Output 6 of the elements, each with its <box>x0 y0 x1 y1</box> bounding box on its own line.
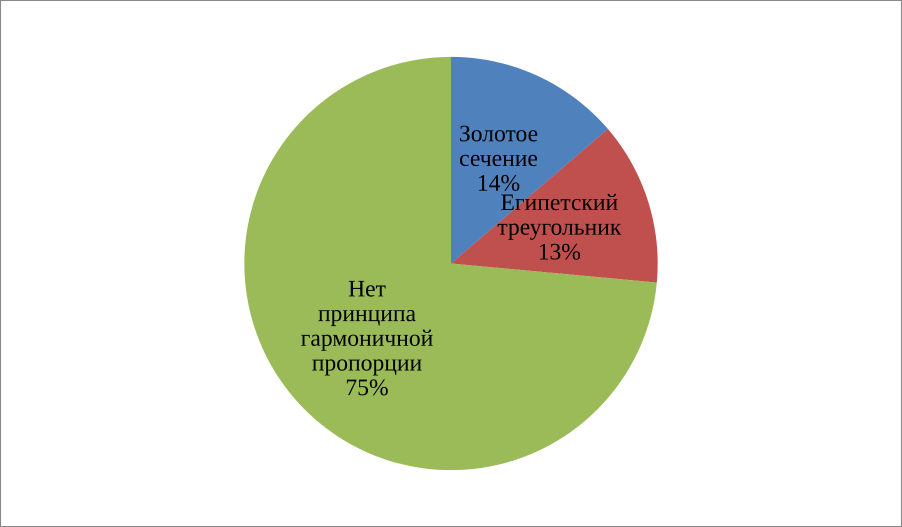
data-label: 13% <box>540 244 580 260</box>
slice-label: Золотое сечение <box>460 126 538 166</box>
slice-label: Нет принципа гармоничной пропорции <box>301 280 433 376</box>
data-label: 14% <box>478 174 520 191</box>
pie-slice <box>244 56 657 470</box>
data-label: 75% <box>346 379 388 396</box>
